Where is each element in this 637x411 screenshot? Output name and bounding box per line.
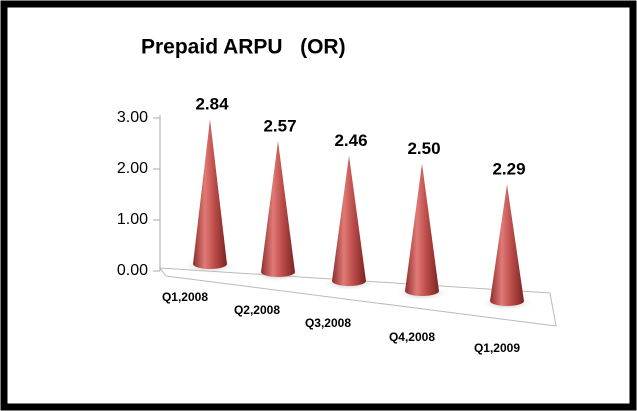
x-tick-label: Q3,2008 <box>305 316 351 330</box>
value-label: 2.57 <box>263 116 296 135</box>
value-label: 2.46 <box>334 131 367 150</box>
y-tick-label: 3.00 <box>117 109 148 126</box>
value-label: 2.84 <box>195 95 229 114</box>
x-tick-label: Q4,2008 <box>389 330 435 344</box>
y-tick-label: 2.00 <box>117 160 148 177</box>
cone <box>193 119 227 269</box>
x-tick-label: Q2,2008 <box>234 303 280 317</box>
x-tick-label: Q1,2009 <box>474 341 520 355</box>
y-tick-label: 0.00 <box>117 262 148 279</box>
value-label: 2.50 <box>407 139 440 158</box>
chart-title: Prepaid ARPU (OR) <box>141 36 346 59</box>
cone <box>332 155 366 286</box>
cone <box>261 140 295 277</box>
y-tick-label: 1.00 <box>117 211 148 228</box>
cone <box>405 163 439 296</box>
x-tick-label: Q1,2008 <box>162 290 208 304</box>
value-label: 2.29 <box>492 160 525 179</box>
cone <box>490 184 524 306</box>
